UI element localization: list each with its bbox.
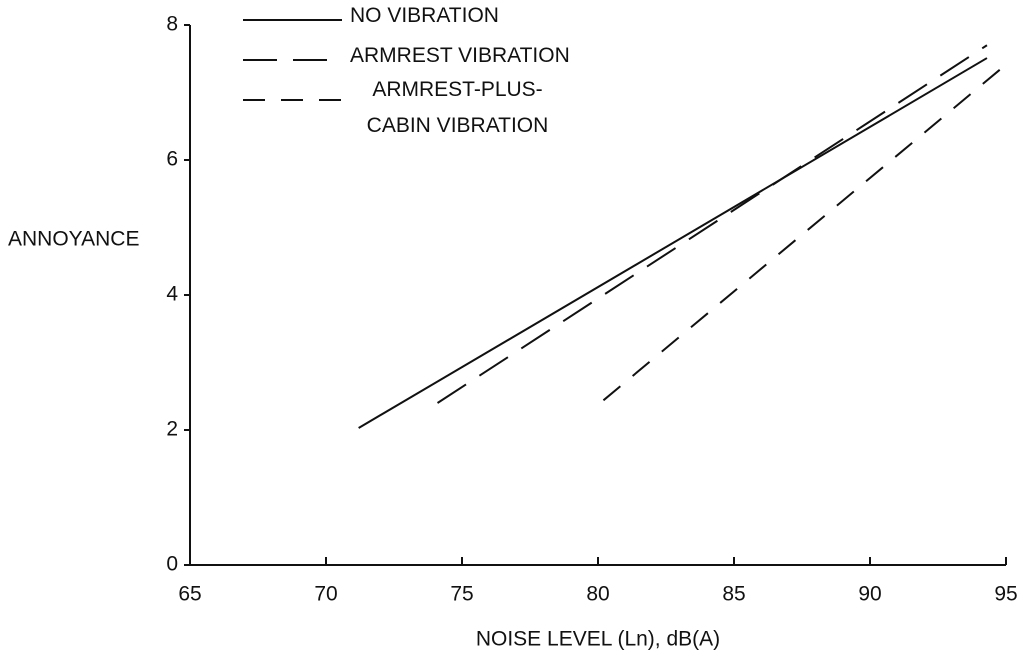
- x-axis-label: NOISE LEVEL (Ln), dB(A): [476, 628, 720, 651]
- series-line: [358, 57, 988, 429]
- x-tick-label: 85: [722, 583, 745, 606]
- x-tick-label: 75: [450, 583, 473, 606]
- x-tick-label: 70: [314, 583, 337, 606]
- y-tick-label: 8: [166, 13, 178, 36]
- x-tick-label: 95: [994, 583, 1017, 606]
- y-tick-label: 4: [166, 283, 178, 306]
- legend-label: ARMREST-PLUS-CABIN VIBRATION: [366, 78, 549, 137]
- y-tick-label: 6: [166, 148, 178, 171]
- y-tick-label: 0: [166, 553, 178, 576]
- y-axis-label: ANNOYANCE: [8, 228, 139, 251]
- legend-label: ARMREST VIBRATION: [350, 44, 570, 67]
- x-tick-label: 80: [586, 583, 609, 606]
- x-tick-label: 90: [858, 583, 881, 606]
- legend-label: NO VIBRATION: [350, 4, 499, 27]
- series-line: [602, 66, 1004, 402]
- series-line: [436, 44, 988, 404]
- y-tick-label: 2: [166, 418, 178, 441]
- x-tick-label: 65: [178, 583, 201, 606]
